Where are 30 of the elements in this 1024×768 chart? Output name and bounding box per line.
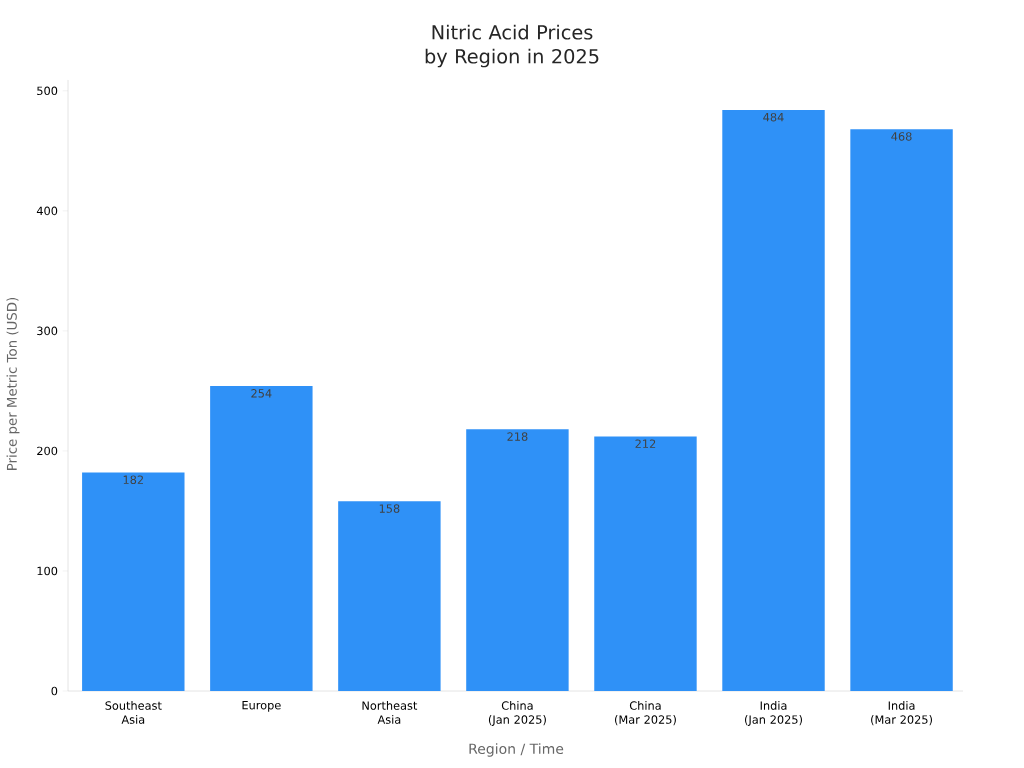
x-axis-title: Region / Time (469, 743, 564, 757)
data-label: 484 (763, 112, 784, 122)
y-tick-label: 0 (51, 686, 58, 696)
x-tick-label: China (Mar 2025) (615, 701, 676, 726)
x-tick-label: India (Mar 2025) (871, 701, 932, 726)
bar (210, 386, 313, 691)
bar (466, 429, 569, 691)
y-tick-label: 300 (37, 326, 58, 336)
bar (722, 110, 825, 691)
bar (850, 129, 953, 691)
data-label: 212 (635, 439, 656, 448)
data-label: 254 (251, 389, 272, 398)
bar (82, 472, 185, 691)
y-axis-title: Price per Metric Ton (USD) (6, 297, 20, 470)
data-label: 468 (891, 132, 912, 141)
bar (338, 501, 441, 691)
x-tick-label: Southeast Asia (105, 701, 162, 724)
chart-title: Nitric Acid Prices by Region in 2025 (425, 24, 599, 68)
data-label: 182 (123, 475, 143, 485)
x-tick-label: Europe (242, 701, 281, 712)
x-tick-label: China (Jan 2025) (488, 701, 546, 726)
data-label: 218 (507, 432, 528, 441)
y-tick-label: 500 (37, 86, 58, 96)
x-tick-label: Northeast Asia (362, 701, 418, 724)
y-tick-label: 100 (37, 566, 58, 576)
x-tick-label: India (Jan 2025) (745, 701, 802, 726)
y-tick-label: 400 (36, 206, 58, 216)
y-tick-label: 200 (37, 446, 58, 456)
bar (594, 436, 697, 691)
data-label: 158 (379, 504, 400, 513)
